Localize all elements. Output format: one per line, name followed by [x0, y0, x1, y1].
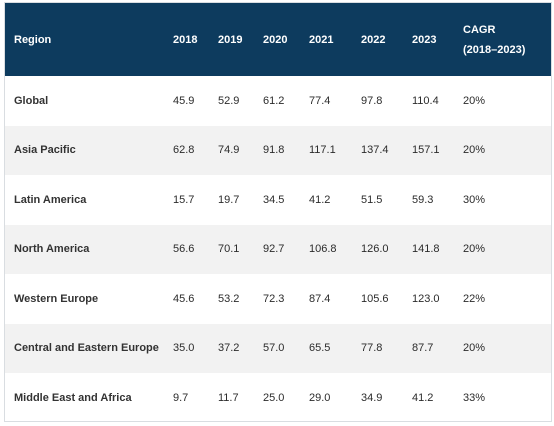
value-cell: 25.0 [263, 391, 285, 404]
table-row: North America 56.6 70.1 92.7 106.8 126.0 141.8… [5, 224, 551, 274]
value-cell: 123.0 [412, 292, 440, 305]
value-cell: 41.2 [412, 391, 434, 404]
cagr-cell: 30% [463, 193, 486, 206]
value-cell: 57.0 [263, 342, 285, 355]
value-cell: 41.2 [309, 193, 331, 206]
value-cell: 34.9 [361, 391, 383, 404]
value-cell: 157.1 [412, 144, 440, 157]
value-cell: 19.7 [218, 193, 240, 206]
region-name-cell: Latin America [14, 193, 87, 206]
value-cell: 45.9 [173, 94, 195, 107]
value-cell: 106.8 [309, 243, 337, 256]
value-cell: 92.7 [263, 243, 285, 256]
value-cell: 56.6 [173, 243, 195, 256]
data-table-frame: Region 2018 2019 2020 2021 2022 2023 CAG… [4, 2, 552, 422]
value-cell: 91.8 [263, 144, 285, 157]
cagr-cell: 20% [463, 144, 486, 157]
cagr-cell: 33% [463, 391, 486, 404]
value-cell: 70.1 [218, 243, 240, 256]
header-cagr: CAGR (2018–2023) [463, 3, 551, 76]
region-growth-table: Region 2018 2019 2020 2021 2022 2023 CAG… [5, 3, 551, 421]
value-cell: 35.0 [173, 342, 195, 355]
region-name-cell: Western Europe [14, 292, 99, 305]
value-cell: 72.3 [263, 292, 285, 305]
table-row: Global 45.9 52.9 61.2 77.4 97.8 110.4 20% [5, 76, 551, 126]
value-cell: 37.2 [218, 342, 240, 355]
value-cell: 45.6 [173, 292, 195, 305]
value-cell: 87.4 [309, 292, 331, 305]
header-year: 2022 [361, 33, 386, 46]
table-row: Asia Pacific 62.8 74.9 91.8 117.1 137.4 157.1 2… [5, 125, 551, 175]
cagr-cell: 20% [463, 94, 486, 107]
cagr-cell: 22% [463, 292, 486, 305]
value-cell: 77.8 [361, 342, 383, 355]
header-cagr-line2: (2018–2023) [463, 43, 526, 56]
region-name-cell: Central and Eastern Europe [14, 342, 159, 355]
value-cell: 51.5 [361, 193, 383, 206]
header-year: 2021 [309, 33, 334, 46]
value-cell: 105.6 [361, 292, 389, 305]
value-cell: 141.8 [412, 243, 440, 256]
value-cell: 77.4 [309, 94, 331, 107]
value-cell: 117.1 [309, 144, 336, 157]
value-cell: 53.2 [218, 292, 240, 305]
value-cell: 74.9 [218, 144, 240, 157]
value-cell: 110.4 [412, 94, 439, 107]
value-cell: 52.9 [218, 94, 240, 107]
cagr-cell: 20% [463, 243, 486, 256]
table-row: Latin America 15.7 19.7 34.5 41.2 51.5 59.3 30% [5, 175, 551, 225]
value-cell: 59.3 [412, 193, 434, 206]
value-cell: 87.7 [412, 342, 434, 355]
value-cell: 97.8 [361, 94, 383, 107]
header-year: 2019 [218, 33, 243, 46]
header-region: Region [14, 33, 52, 46]
value-cell: 61.2 [263, 94, 285, 107]
value-cell: 34.5 [263, 193, 285, 206]
header-year: 2023 [412, 33, 437, 46]
value-cell: 29.0 [309, 391, 331, 404]
header-cagr-line1: CAGR [463, 23, 496, 36]
table-row: Western Europe 45.6 53.2 72.3 87.4 105.6 123.0… [5, 274, 551, 324]
header-year: 2018 [173, 33, 198, 46]
cagr-cell: 20% [463, 342, 486, 355]
value-cell: 11.7 [218, 391, 239, 404]
region-name-cell: North America [14, 243, 90, 256]
table-row: Central and Eastern Europe 35.0 37.2 57.0 65… [5, 323, 551, 373]
value-cell: 137.4 [361, 144, 389, 157]
value-cell: 62.8 [173, 144, 195, 157]
value-cell: 15.7 [173, 193, 195, 206]
region-name-cell: Middle East and Africa [14, 391, 132, 404]
header-year: 2020 [263, 33, 288, 46]
table-header-row: Region 2018 2019 2020 2021 2022 2023 CAG… [5, 3, 551, 76]
value-cell: 65.5 [309, 342, 331, 355]
region-name-cell: Global [14, 94, 49, 107]
value-cell: 126.0 [361, 243, 389, 256]
region-name-cell: Asia Pacific [14, 144, 76, 157]
value-cell: 9.7 [173, 391, 189, 404]
table-row: Middle East and Africa 9.7 11.7 25.0 29.0 34.… [5, 373, 551, 421]
